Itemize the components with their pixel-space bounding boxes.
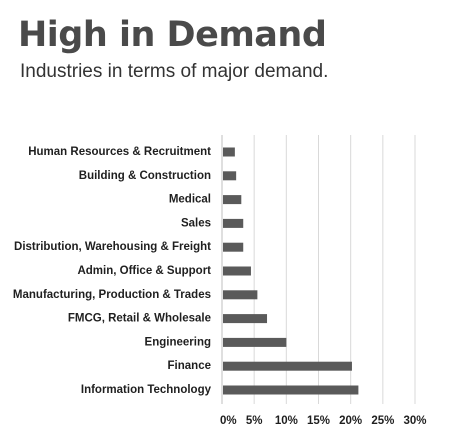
bar bbox=[223, 385, 359, 395]
bar bbox=[223, 290, 258, 300]
x-tick-label: 20% bbox=[339, 415, 362, 427]
category-label: FMCG, Retail & Wholesale bbox=[68, 313, 211, 325]
category-label: Manufacturing, Production & Trades bbox=[13, 289, 211, 301]
x-tick-label: 10% bbox=[275, 415, 298, 427]
page-title: High in Demand bbox=[18, 15, 327, 55]
x-tick-label: 5% bbox=[246, 415, 263, 427]
category-label: Human Resources & Recruitment bbox=[28, 146, 211, 158]
bar bbox=[223, 218, 244, 228]
bar bbox=[223, 171, 237, 181]
category-label: Finance bbox=[168, 360, 211, 372]
bar bbox=[223, 266, 251, 276]
page-subtitle: Industries in terms of major demand. bbox=[20, 61, 329, 82]
bar bbox=[223, 242, 244, 252]
x-tick-label: 25% bbox=[371, 415, 394, 427]
bar bbox=[223, 314, 268, 324]
bar bbox=[223, 361, 352, 371]
category-label: Information Technology bbox=[81, 384, 212, 396]
category-label: Building & Construction bbox=[79, 170, 211, 182]
x-tick-label: 30% bbox=[403, 415, 426, 427]
category-label: Distribution, Warehousing & Freight bbox=[14, 241, 211, 253]
x-tick-label: 15% bbox=[307, 415, 330, 427]
bar bbox=[223, 147, 235, 157]
bar bbox=[223, 337, 287, 347]
bar bbox=[223, 195, 242, 205]
category-label: Admin, Office & Support bbox=[77, 265, 211, 277]
category-label: Medical bbox=[169, 194, 211, 206]
category-label: Engineering bbox=[145, 336, 211, 348]
category-label: Sales bbox=[181, 217, 211, 229]
x-tick-label: 0% bbox=[220, 415, 237, 427]
